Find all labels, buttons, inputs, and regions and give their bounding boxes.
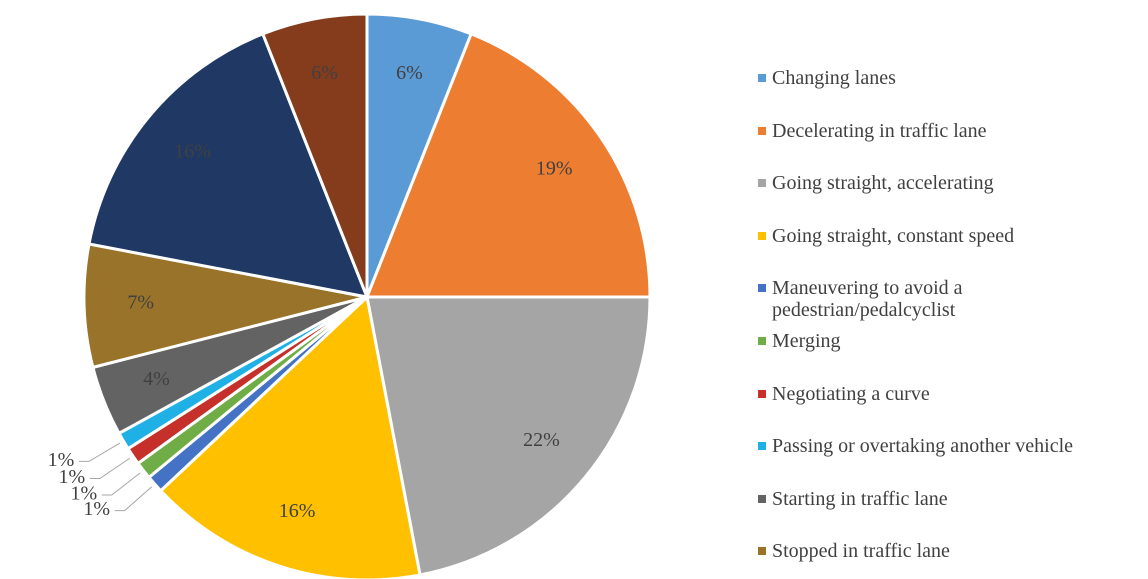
legend-item: Going straight, accelerating bbox=[758, 172, 1144, 194]
legend-item: Merging bbox=[758, 330, 1144, 352]
legend-swatch bbox=[758, 494, 766, 503]
legend-label: Going straight, constant speed bbox=[772, 224, 1015, 247]
legend-swatch bbox=[758, 337, 766, 345]
pie-slice bbox=[82, 242, 368, 370]
legend-swatch bbox=[758, 126, 766, 135]
data-label: 6% bbox=[311, 62, 338, 84]
data-label: 1% bbox=[48, 449, 75, 471]
leader-line bbox=[101, 472, 141, 496]
data-label: 19% bbox=[536, 157, 573, 179]
legend-swatch bbox=[758, 231, 766, 240]
pie-slice bbox=[260, 12, 369, 298]
pie-slice bbox=[365, 295, 652, 577]
legend-label: Decelerating in traffic lane bbox=[772, 119, 987, 142]
data-label: 6% bbox=[396, 62, 423, 84]
legend-label: Passing or overtaking another vehicle bbox=[772, 435, 1074, 458]
data-label: 22% bbox=[523, 429, 560, 451]
data-label: 1% bbox=[59, 466, 86, 488]
legend-label: Going straight, accelerating bbox=[772, 172, 994, 195]
data-label: 7% bbox=[127, 292, 154, 314]
legend-label: Changing lanes bbox=[772, 67, 896, 89]
data-label: 1% bbox=[83, 498, 110, 520]
legend-item: Passing or overtaking another vehicle bbox=[758, 435, 1144, 457]
legend-item: Starting in traffic lane bbox=[758, 488, 1144, 510]
legend-label: Merging bbox=[772, 330, 841, 352]
legend-swatch bbox=[758, 389, 766, 398]
legend-swatch bbox=[758, 284, 766, 293]
legend-label: Starting in traffic lane bbox=[772, 487, 948, 510]
legend-item: Changing lanes bbox=[758, 67, 1144, 89]
data-label: 16% bbox=[174, 140, 211, 162]
leader-line bbox=[89, 457, 130, 480]
legend-swatch bbox=[758, 547, 766, 556]
legend-item: Stopped in traffic lane bbox=[758, 540, 1144, 562]
legend-label: Negotiating a curve bbox=[772, 382, 930, 405]
legend-label: Maneuvering to avoid a pedestrian/pedalc… bbox=[772, 277, 963, 322]
leader-line bbox=[78, 442, 121, 462]
legend-item: Maneuvering to avoid a pedestrian/pedalc… bbox=[758, 277, 1144, 321]
pie-slice bbox=[87, 31, 370, 299]
legend-item: Negotiating a curve bbox=[758, 383, 1144, 405]
pie-area: 6%19%22%16%1%1%1%1%4%7%16%6% bbox=[48, 12, 652, 579]
data-label: 4% bbox=[143, 368, 170, 390]
pie-slice bbox=[364, 31, 652, 299]
legend-item: Decelerating in traffic lane bbox=[758, 120, 1144, 142]
legend-swatch bbox=[758, 74, 766, 82]
data-label: 1% bbox=[70, 483, 97, 505]
legend-swatch bbox=[758, 442, 766, 451]
legend-swatch bbox=[758, 179, 766, 188]
data-label: 16% bbox=[279, 500, 316, 522]
legend-item: Going straight, constant speed bbox=[758, 225, 1144, 247]
leader-line bbox=[114, 486, 153, 512]
legend-label: Stopped in traffic lane bbox=[772, 540, 950, 563]
